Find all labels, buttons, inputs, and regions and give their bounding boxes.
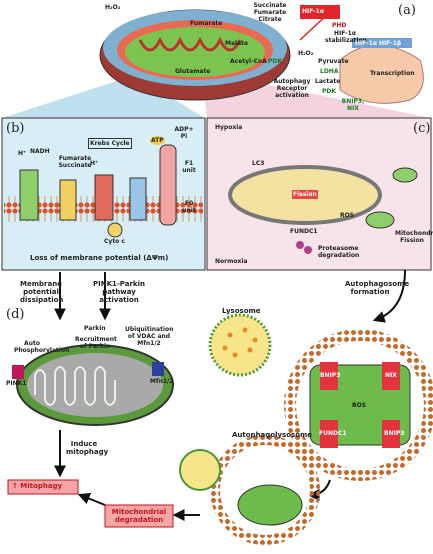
- label: PDK: [322, 88, 337, 95]
- label: Auto Phosphorylation: [14, 340, 70, 354]
- arrow: [372, 269, 406, 323]
- label: Mitochondrial degradation: [111, 508, 167, 524]
- label: Autophagy Receptor activation: [273, 78, 311, 99]
- label: H⁺: [90, 160, 99, 167]
- funnel-c: [205, 85, 431, 118]
- label: Loss of membrane potential (ΔΨm): [30, 254, 169, 262]
- label: Membrane potential dissipation: [20, 280, 64, 304]
- label: NADH: [30, 148, 50, 155]
- label: Glutamate: [175, 68, 211, 75]
- label: Ubiquitination of VDAC and Mfn1/2: [125, 326, 174, 347]
- complex-ii: [59, 179, 77, 221]
- hif-complex-box: [352, 38, 412, 48]
- label: Pyruvate: [318, 58, 349, 65]
- proteasome: [304, 246, 312, 254]
- label: H₂O₂: [105, 4, 121, 11]
- fission-mito: [365, 211, 395, 229]
- label: F0 unit: [182, 200, 196, 214]
- label: PHD: [332, 22, 347, 29]
- label: Fumarate: [190, 20, 223, 27]
- label: Parkin: [84, 325, 106, 332]
- label: PINK1-Parkin pathway activation: [93, 280, 145, 304]
- label: PINK1: [6, 380, 27, 387]
- degradation-box: [104, 504, 174, 528]
- label: Lactate: [315, 78, 341, 85]
- complex-i: [19, 169, 39, 221]
- cristae: [34, 366, 116, 406]
- label: PDK: [268, 58, 283, 65]
- label: H₂O₂: [298, 50, 314, 57]
- label: Krebs Cycle: [88, 138, 132, 149]
- label: LC3: [252, 160, 265, 167]
- label: HIF-1α HIF-1β: [355, 40, 402, 47]
- label: NIX: [385, 372, 397, 379]
- label: LDHA: [320, 68, 339, 75]
- label: BNIP3, NIX: [341, 98, 365, 112]
- lysosome: [208, 313, 272, 377]
- complex-iii: [94, 174, 114, 221]
- panel-label: (b): [6, 121, 25, 136]
- label: Proteasome degradation: [318, 245, 360, 259]
- label: ADP+ Pi: [174, 126, 194, 140]
- funnel-b: [2, 80, 205, 118]
- label: Normoxia: [215, 258, 248, 265]
- receptors: [320, 362, 400, 448]
- label: Succinate Fumarate Citrate: [253, 2, 287, 23]
- label: Mfn1/2: [150, 378, 174, 385]
- proteasome: [296, 241, 304, 249]
- label: ↑ Mitophagy: [12, 482, 63, 490]
- label: Fumarate Succinate: [58, 155, 92, 169]
- label: ATP: [150, 136, 165, 145]
- label: Autophagolysosome: [232, 431, 313, 439]
- label: Transcription: [370, 70, 415, 77]
- label: Induce mitophagy: [66, 440, 109, 456]
- label: Malate: [225, 40, 249, 47]
- panel-label: (a): [398, 3, 416, 18]
- label: F1 unit: [182, 160, 196, 174]
- label: FUNDC1: [319, 430, 347, 437]
- inhibit: [299, 11, 331, 41]
- hif-box: [300, 5, 340, 19]
- label: Recruitment of Parkin: [75, 336, 117, 350]
- label: FUNDC1: [290, 228, 318, 235]
- label: ROS: [340, 212, 355, 219]
- lysosome-fusing: [179, 449, 221, 491]
- label: Cyto c: [104, 238, 125, 245]
- label: HIF-1α: [302, 8, 324, 15]
- mfn-box: [152, 362, 164, 376]
- degraded-mito: [237, 484, 303, 526]
- label: Lysosome: [222, 307, 261, 315]
- label: Autophagosome formation: [345, 280, 410, 296]
- label: Fission: [292, 190, 318, 199]
- fission-mito: [392, 167, 418, 183]
- complex-iv: [129, 177, 147, 221]
- atp-synthase: [159, 144, 177, 226]
- enzymes: [222, 327, 258, 358]
- panel-label: (d): [6, 307, 25, 322]
- label: BNIP3: [384, 430, 405, 437]
- label: ROS: [352, 402, 367, 409]
- panel-label: (c): [413, 121, 431, 136]
- label: Mitochondrial Fission: [395, 230, 433, 244]
- label: Acetyl-CoA: [230, 58, 267, 65]
- mitophagy-box: [7, 479, 79, 495]
- pink1-box: [12, 365, 24, 379]
- label: H⁺: [18, 150, 27, 157]
- label: BNIP3: [320, 372, 341, 379]
- label: Hypoxia: [215, 124, 243, 131]
- arrow: [77, 492, 106, 506]
- cyto-c: [107, 222, 123, 238]
- cristae: [138, 36, 242, 52]
- label: HIF-1α stabilization: [325, 30, 367, 44]
